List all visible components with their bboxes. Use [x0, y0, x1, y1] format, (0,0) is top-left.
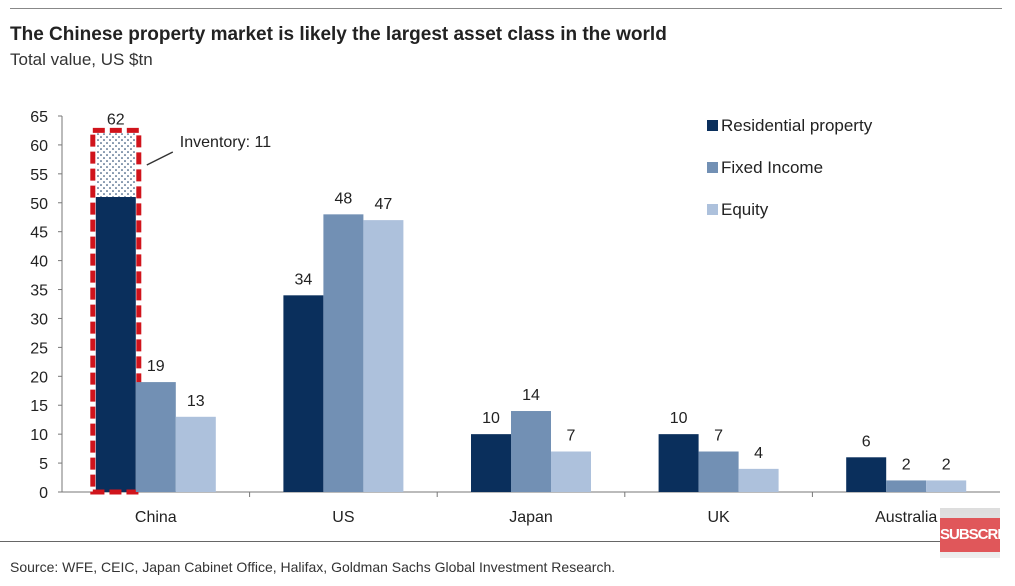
y-tick-label: 0 — [39, 485, 48, 502]
data-label: 34 — [295, 271, 313, 288]
bar-uk-1 — [698, 451, 739, 492]
subscribe-watermark[interactable]: SUBSCRIBE — [940, 508, 1000, 558]
y-tick-label: 45 — [30, 225, 48, 242]
data-label: 48 — [335, 190, 353, 207]
y-tick-label: 30 — [30, 311, 48, 328]
annotation-leader — [146, 151, 174, 166]
bar-japan-2 — [551, 451, 591, 492]
data-label: 47 — [375, 196, 393, 213]
y-tick-label: 65 — [30, 109, 48, 126]
data-label: 13 — [187, 393, 205, 410]
y-tick-label: 5 — [39, 456, 48, 473]
bottom-rule — [0, 541, 1000, 542]
y-tick-label: 40 — [30, 254, 48, 271]
y-tick-label: 10 — [30, 427, 48, 444]
bar-us-0 — [283, 295, 324, 492]
y-tick-label: 55 — [30, 167, 48, 184]
data-label: 7 — [567, 428, 576, 445]
chart-title: The Chinese property market is likely th… — [10, 24, 667, 45]
data-label: 10 — [482, 410, 500, 427]
legend-swatch — [707, 162, 718, 173]
x-tick-label: UK — [707, 509, 730, 526]
y-tick-label: 25 — [30, 340, 48, 357]
legend-swatch — [707, 120, 718, 131]
bar-us-2 — [363, 220, 404, 492]
y-tick-label: 60 — [30, 138, 48, 155]
bar-china-1 — [135, 382, 176, 492]
bar-inventory-segment — [95, 133, 136, 197]
y-tick-label: 35 — [30, 283, 48, 300]
x-tick-label: US — [332, 509, 354, 526]
bar-australia-2 — [926, 480, 967, 492]
data-label: 62 — [107, 111, 125, 128]
data-label: 6 — [862, 433, 871, 450]
data-label: 2 — [902, 456, 911, 473]
legend-label: Equity — [721, 200, 769, 219]
top-rule — [10, 8, 1002, 9]
data-label: 7 — [714, 428, 723, 445]
chart-subtitle: Total value, US $tn — [10, 50, 153, 69]
legend-swatch — [707, 204, 718, 215]
legend-label: Residential property — [721, 116, 873, 135]
annotation-label: Inventory: 11 — [180, 134, 271, 151]
source-note: Source: WFE, CEIC, Japan Cabinet Office,… — [10, 559, 616, 575]
bar-us-1 — [323, 214, 364, 493]
bar-japan-0 — [471, 434, 511, 492]
bar-chart: 0 5 10 15 20 25 30 35 40 45 50 55 60 65 China Inventory… — [30, 109, 1000, 526]
x-tick-label: China — [135, 509, 177, 526]
x-tick-label: Australia — [875, 509, 937, 526]
legend-label: Fixed Income — [721, 158, 823, 177]
data-label: 4 — [754, 445, 763, 462]
data-label: 19 — [147, 358, 165, 375]
bar-japan-1 — [511, 411, 551, 492]
bar-uk-0 — [658, 434, 699, 492]
y-tick-label: 15 — [30, 398, 48, 415]
highlight-box — [90, 127, 142, 495]
data-label: 10 — [670, 410, 688, 427]
data-label: 14 — [522, 387, 540, 404]
bar-china-residential — [95, 196, 136, 492]
bar-uk-2 — [738, 468, 779, 492]
x-tick-label: Japan — [509, 509, 553, 526]
bar-australia-0 — [846, 457, 887, 492]
y-tick-label: 20 — [30, 369, 48, 386]
bar-australia-1 — [886, 480, 927, 492]
bar-china-2 — [175, 416, 216, 492]
y-tick-label: 50 — [30, 196, 48, 213]
data-label: 2 — [942, 456, 951, 473]
